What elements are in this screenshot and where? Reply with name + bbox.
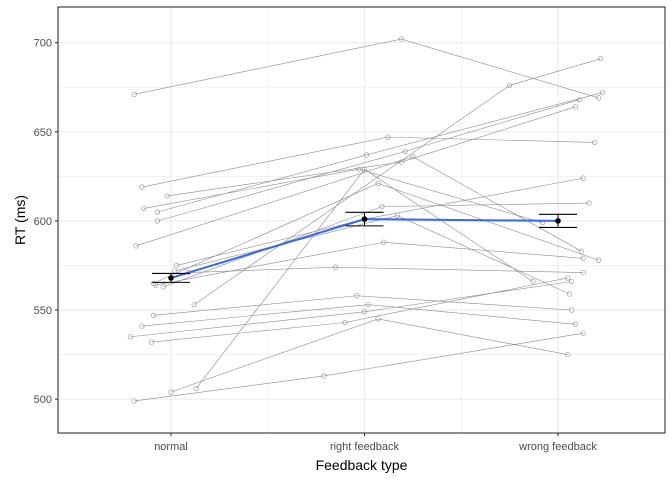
- subject-line: [188, 266, 584, 273]
- subject-point: [361, 166, 368, 172]
- subject-point: [361, 309, 368, 315]
- subject-point: [379, 204, 385, 210]
- subject-point: [576, 97, 582, 103]
- subject-line: [153, 183, 599, 284]
- subject-point: [127, 334, 133, 340]
- subject-point: [567, 291, 573, 297]
- subject-point: [530, 278, 536, 285]
- subject-point: [568, 278, 575, 285]
- subject-point: [356, 166, 362, 172]
- subject-point: [174, 262, 180, 269]
- subject-line: [194, 58, 601, 305]
- subject-point: [375, 180, 381, 187]
- subject-point: [565, 275, 571, 281]
- subject-point: [580, 269, 586, 276]
- subject-point: [160, 284, 166, 290]
- subject-point: [578, 248, 584, 254]
- subject-point: [321, 373, 327, 379]
- subject-point: [375, 316, 381, 322]
- subject-point: [580, 330, 586, 336]
- subject-point: [131, 398, 137, 404]
- subject-point: [398, 36, 404, 42]
- subject-line: [195, 168, 534, 389]
- mean-summary: [152, 211, 577, 283]
- subject-line: [141, 136, 595, 188]
- subject-point: [507, 82, 513, 89]
- subject-point: [363, 152, 370, 158]
- subject-line: [157, 92, 603, 213]
- subject-line: [151, 277, 568, 343]
- subject-line: [134, 332, 584, 402]
- subject-point: [394, 212, 400, 219]
- subject-point: [580, 255, 586, 261]
- subject-point: [149, 339, 155, 345]
- subject-line: [163, 202, 589, 288]
- subject-point: [141, 205, 147, 212]
- subject-point: [154, 209, 161, 215]
- subject-point: [565, 351, 571, 358]
- subject-point: [133, 243, 139, 249]
- y-axis: 500 550 600 650 700: [34, 38, 58, 406]
- subject-point: [139, 184, 145, 190]
- subject-point: [599, 89, 606, 96]
- subject-point: [342, 319, 348, 326]
- subject-point: [332, 264, 339, 270]
- mean-point: [361, 216, 368, 222]
- subject-point: [139, 323, 145, 329]
- subject-point: [385, 134, 391, 140]
- subject-point: [410, 154, 416, 160]
- x-tick-label: normal: [154, 441, 188, 453]
- y-tick-label: 650: [34, 127, 52, 139]
- subject-point: [381, 239, 387, 245]
- y-tick-label: 700: [34, 38, 52, 50]
- y-tick-label: 550: [34, 305, 52, 317]
- subject-point: [154, 218, 161, 224]
- subject-point: [365, 302, 371, 308]
- subject-point: [597, 56, 604, 62]
- subject-line: [157, 99, 580, 222]
- subject-point: [164, 193, 170, 199]
- subject-point: [596, 95, 602, 101]
- mean-point: [168, 275, 174, 281]
- subject-point: [568, 307, 575, 313]
- subject-line: [141, 304, 576, 327]
- subject-point: [580, 175, 586, 181]
- y-tick-label: 500: [34, 394, 52, 406]
- subject-point: [572, 321, 579, 327]
- subject-point: [402, 148, 408, 154]
- subject-line: [167, 106, 576, 197]
- mean-point: [555, 218, 561, 224]
- subject-point: [354, 293, 360, 299]
- subject-point: [150, 280, 157, 286]
- subject-point: [596, 257, 602, 263]
- y-tick-label: 600: [34, 216, 52, 228]
- subject-point: [193, 385, 199, 392]
- subject-point: [168, 389, 174, 395]
- subject-point: [398, 159, 404, 165]
- y-axis-title: RT (ms): [12, 195, 28, 245]
- x-tick-label: wrong feedback: [518, 441, 597, 453]
- subject-point: [586, 200, 592, 206]
- subject-line: [170, 318, 568, 393]
- subject-lines: [127, 36, 606, 404]
- subject-line: [130, 281, 572, 338]
- x-axis: normal right feedback wrong feedback: [154, 433, 597, 453]
- subject-point: [150, 312, 157, 318]
- subject-line: [153, 295, 572, 316]
- subject-point: [572, 104, 579, 110]
- x-axis-title: Feedback type: [316, 457, 408, 473]
- subject-point: [191, 302, 197, 308]
- subject-point: [592, 139, 598, 146]
- subject-point: [131, 91, 137, 97]
- x-tick-label: right feedback: [330, 441, 400, 453]
- panel-border: [57, 6, 666, 434]
